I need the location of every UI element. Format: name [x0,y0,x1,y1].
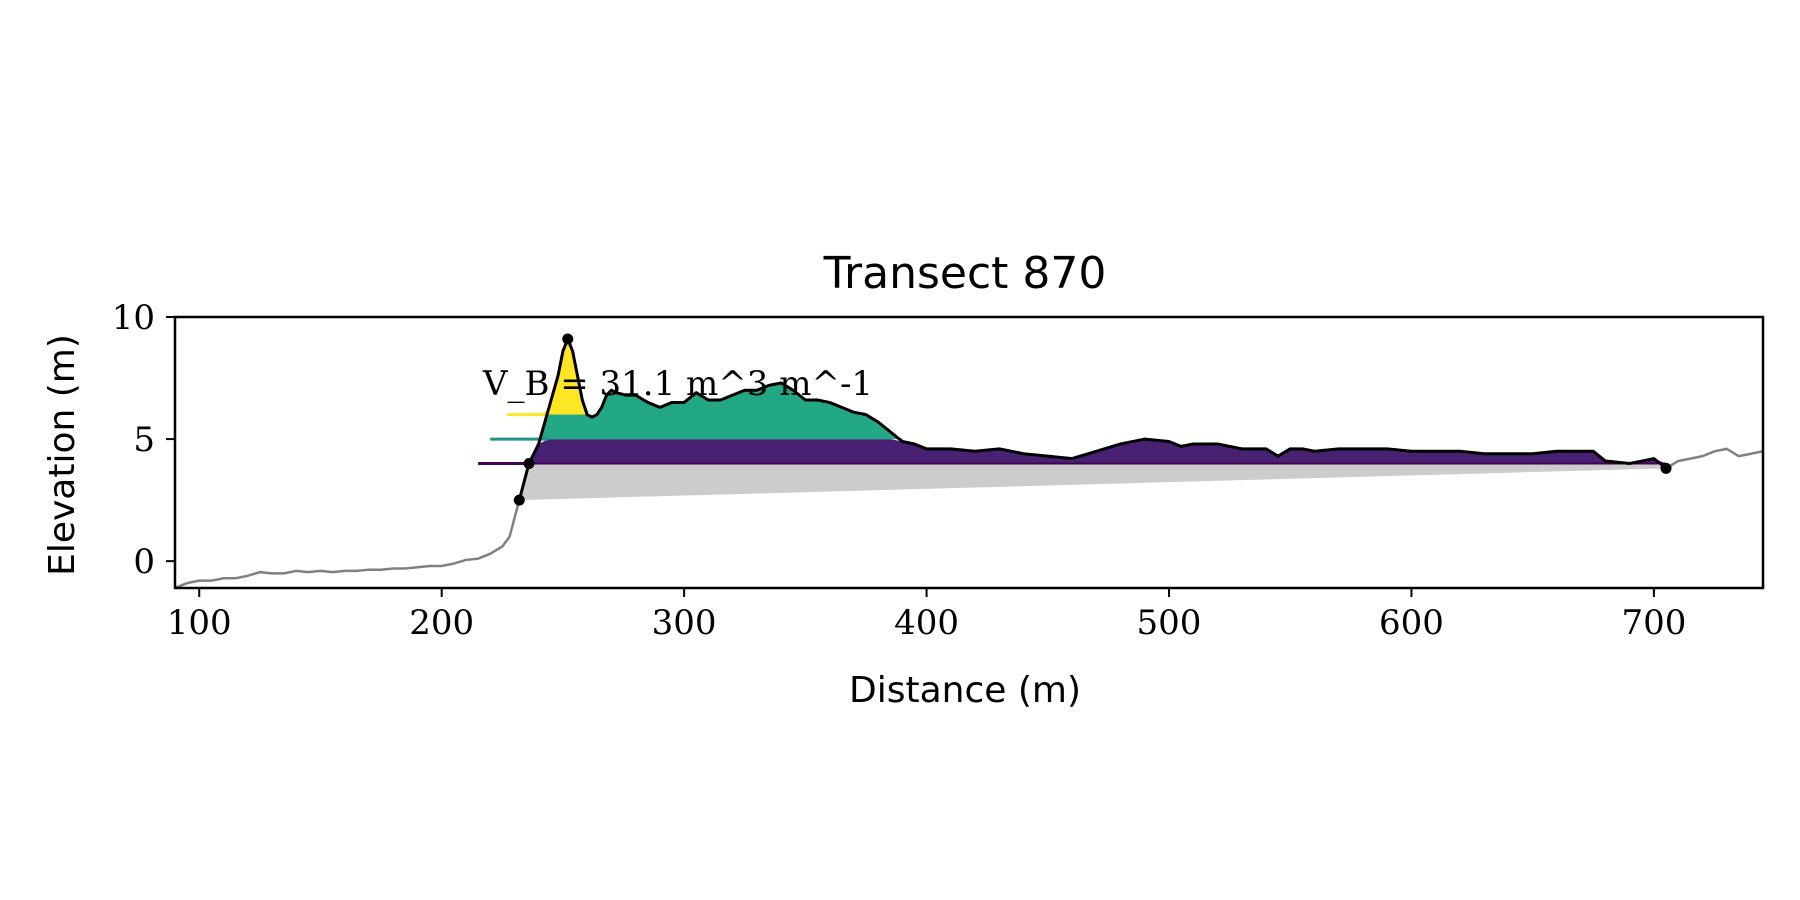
x-tick-label-600: 600 [1379,603,1444,643]
profile-marker-3 [1660,462,1672,474]
profile-marker-0 [513,494,525,506]
x-tick-label-100: 100 [167,603,232,643]
x-tick-label-400: 400 [894,603,959,643]
chart-title: Transect 870 [823,248,1107,299]
profile-marker-1 [523,457,535,469]
x-tick-label-200: 200 [409,603,474,643]
backshore-profile-line [1665,447,1763,470]
x-tick-label-300: 300 [652,603,717,643]
plot-area: Transect 870 Distance (m) Elevation (m) … [42,248,1765,711]
y-tick-label-10: 10 [112,298,155,338]
band-green-upper-fill [519,382,1667,440]
beach-profile-line [175,499,521,588]
plot-content [175,333,1763,588]
band-purple-fill [519,439,1667,464]
volume-annotation: V_B = 31.1 m^3 m^-1 [482,364,873,404]
y-tick-label-0: 0 [133,542,155,582]
base-wedge-fill [519,463,1667,501]
profile-marker-2 [562,333,574,345]
dune-profile-line [517,337,1667,501]
y-axis-label: Elevation (m) [42,334,83,576]
x-tick-label-700: 700 [1621,603,1686,643]
y-tick-label-5: 5 [133,420,155,460]
plot-frame [173,315,1765,590]
x-axis-label: Distance (m) [849,670,1081,711]
x-tick-label-500: 500 [1137,603,1202,643]
